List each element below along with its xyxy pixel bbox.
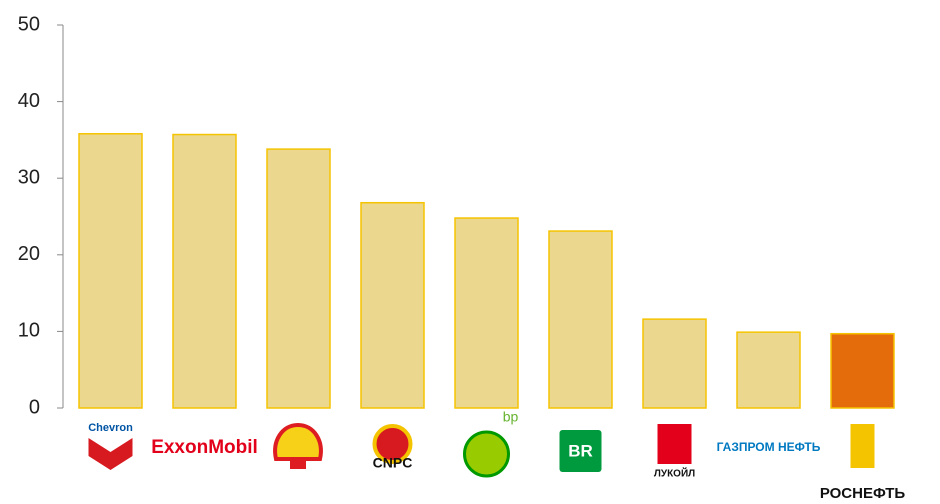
bar bbox=[360, 201, 425, 409]
bar bbox=[830, 332, 895, 409]
logo-shape bbox=[657, 424, 692, 464]
y-tick-label: 10 bbox=[18, 320, 40, 342]
logo-shape bbox=[559, 430, 602, 472]
y-tick-label: 30 bbox=[18, 166, 40, 188]
bar bbox=[172, 133, 237, 409]
y-tick-label: 20 bbox=[18, 243, 40, 265]
x-tick-label: ГАЗПРОМ НЕФТЬ bbox=[717, 440, 821, 454]
bar bbox=[736, 331, 801, 409]
logo-shape bbox=[88, 438, 133, 470]
x-tick-label: bp bbox=[503, 409, 519, 425]
logo-shape bbox=[463, 430, 510, 478]
x-tick-label: BR bbox=[568, 441, 593, 460]
bar bbox=[78, 133, 143, 409]
logo-shape bbox=[372, 424, 413, 464]
y-tick-label: 50 bbox=[18, 13, 40, 35]
x-tick-label: Chevron bbox=[88, 422, 133, 434]
x-tick-label: РОСНЕФТЬ bbox=[820, 485, 906, 502]
logo-shape bbox=[850, 424, 875, 468]
x-tick-label: CNPC bbox=[373, 455, 413, 471]
y-tick-label: 0 bbox=[29, 396, 40, 418]
y-tick-label: 40 bbox=[18, 90, 40, 112]
shell-logo bbox=[273, 422, 323, 469]
bar bbox=[642, 318, 707, 409]
bar bbox=[548, 230, 613, 409]
bar bbox=[266, 148, 331, 409]
x-tick-label: ЛУКОЙЛ bbox=[654, 467, 695, 480]
bar bbox=[454, 217, 519, 409]
x-tick-label: ExxonMobil bbox=[151, 437, 258, 458]
